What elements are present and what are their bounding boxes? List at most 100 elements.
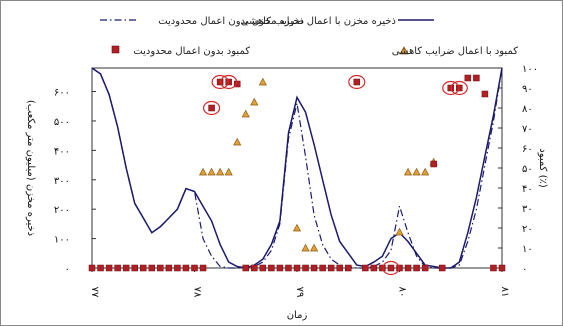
- deficit-without-point: [404, 264, 412, 272]
- deficit-with-point: [224, 167, 233, 176]
- x-tick-label: ۷۹: [294, 287, 305, 298]
- deficit-without-point: [327, 264, 335, 272]
- deficit-with-point: [250, 97, 259, 106]
- deficit-without-point: [148, 264, 156, 272]
- deficit-without-point: [199, 264, 207, 272]
- deficit-with-point: [421, 167, 430, 176]
- deficit-without-point: [353, 78, 361, 86]
- deficit-without-point: [490, 264, 497, 272]
- left-tick-label: ۶۰۰: [54, 88, 70, 99]
- deficit-without-point: [438, 264, 446, 272]
- deficit-without-point: [251, 264, 258, 272]
- deficit-without-point: [473, 74, 480, 82]
- deficit-without-point: [481, 90, 489, 98]
- right-tick-label: ۳۰: [522, 204, 533, 215]
- deficit-with-point: [412, 167, 421, 176]
- right-tick-label: ۶۰: [522, 144, 533, 155]
- marker-layer: [88, 74, 506, 276]
- deficit-without-point: [430, 160, 437, 168]
- highlight-circle: [211, 74, 229, 90]
- deficit-with-point: [403, 167, 413, 176]
- deficit-without-point: [362, 264, 369, 272]
- deficit-without-point: [259, 264, 267, 272]
- deficit-without-point: [276, 264, 284, 272]
- deficit-without-point: [370, 264, 378, 272]
- deficit-without-point: [242, 264, 249, 272]
- series-line-storage-without: [91, 67, 503, 269]
- highlight-circle: [382, 260, 400, 276]
- deficit-without-point: [97, 264, 104, 272]
- deficit-without-point: [464, 74, 472, 82]
- highlight-circle: [450, 80, 468, 96]
- right-tick-label: ۴۰: [522, 184, 533, 195]
- x-axis-title: زمان: [287, 310, 308, 321]
- deficit-without-point: [140, 264, 147, 272]
- left-tick-label: ۴۰۰: [54, 146, 70, 157]
- deficit-with-point: [198, 167, 208, 176]
- deficit-without-point: [191, 264, 198, 272]
- right-tick-label: ۹۰: [522, 84, 533, 95]
- legend-marker-deficit-with: [399, 46, 409, 55]
- right-tick-label: ۷۰: [522, 124, 533, 135]
- deficit-without-point: [498, 264, 506, 272]
- legend: ذخیره مخزن با اعمال ضرایب کاهشی ذخیره مخ…: [100, 16, 518, 57]
- deficit-without-point: [88, 264, 96, 272]
- left-axis-ticks: ۰ ۱۰۰ ۲۰۰ ۳۰۰ ۴۰۰ ۵۰۰ ۶۰۰: [54, 88, 96, 275]
- legend-label-deficit-without: کمبود بدون اعمال محدودیت: [133, 46, 250, 57]
- deficit-without-point: [293, 264, 301, 272]
- deficit-without-point: [114, 264, 121, 272]
- deficit-without-point: [174, 264, 181, 272]
- deficit-without-point: [105, 264, 113, 272]
- right-tick-label: ۵۰: [522, 164, 533, 175]
- deficit-with-point: [233, 137, 242, 146]
- deficit-with-point: [292, 223, 302, 232]
- deficit-without-point: [421, 264, 429, 272]
- deficit-without-point: [387, 264, 395, 272]
- right-tick-label: ۱۰: [522, 244, 533, 255]
- deficit-with-point: [216, 167, 225, 176]
- series-layer: [91, 67, 503, 269]
- highlight-circle: [220, 74, 238, 90]
- deficit-without-point: [310, 264, 318, 272]
- x-tick-label: ۷۷: [89, 287, 100, 298]
- deficit-without-point: [345, 264, 352, 272]
- highlight-circle: [202, 100, 221, 116]
- deficit-with-point: [258, 77, 267, 86]
- deficit-with-point: [207, 167, 216, 176]
- left-tick-label: ۵۰۰: [54, 117, 70, 128]
- deficit-without-point: [157, 264, 164, 272]
- legend-label-storage-without: ذخیره مخزن بدون اعمال محدودیت: [158, 16, 304, 27]
- deficit-without-point: [233, 80, 241, 88]
- left-tick-label: ۰: [65, 264, 70, 275]
- left-axis-title: ذخیره مخزن (میلیون متر مکعب): [25, 100, 36, 236]
- highlight-circle: [442, 80, 460, 96]
- deficit-without-point: [165, 264, 173, 272]
- deficit-with-point: [395, 227, 404, 236]
- right-tick-label: ۸۰: [522, 104, 533, 115]
- deficit-without-point: [182, 264, 190, 272]
- x-tick-label: ۸۰: [397, 287, 408, 298]
- left-tick-label: ۲۰۰: [54, 205, 70, 216]
- deficit-without-point: [336, 264, 343, 272]
- x-tick-label: ۷۸: [192, 287, 203, 298]
- right-tick-label: ۲۰: [522, 224, 533, 235]
- deficit-without-point: [413, 264, 420, 272]
- deficit-without-point: [285, 264, 292, 272]
- deficit-with-point: [309, 243, 319, 252]
- deficit-with-point: [301, 243, 310, 252]
- left-tick-label: ۱۰۰: [54, 235, 70, 246]
- right-axis-title: کمبود (٪): [537, 148, 548, 188]
- left-tick-label: ۳۰۰: [54, 176, 70, 187]
- deficit-without-point: [208, 104, 215, 112]
- deficit-without-point: [122, 264, 130, 272]
- deficit-without-point: [319, 264, 326, 272]
- legend-marker-deficit-without: [111, 45, 120, 54]
- legend-label-storage-with: ذخیره مخزن با اعمال ضرایب کاهشی: [241, 16, 396, 27]
- deficit-without-point: [302, 264, 309, 272]
- right-tick-label: ۱۰۰: [522, 64, 538, 75]
- deficit-without-point: [268, 264, 275, 272]
- deficit-with-point: [241, 109, 250, 118]
- x-tick-label: ۸۱: [499, 287, 510, 298]
